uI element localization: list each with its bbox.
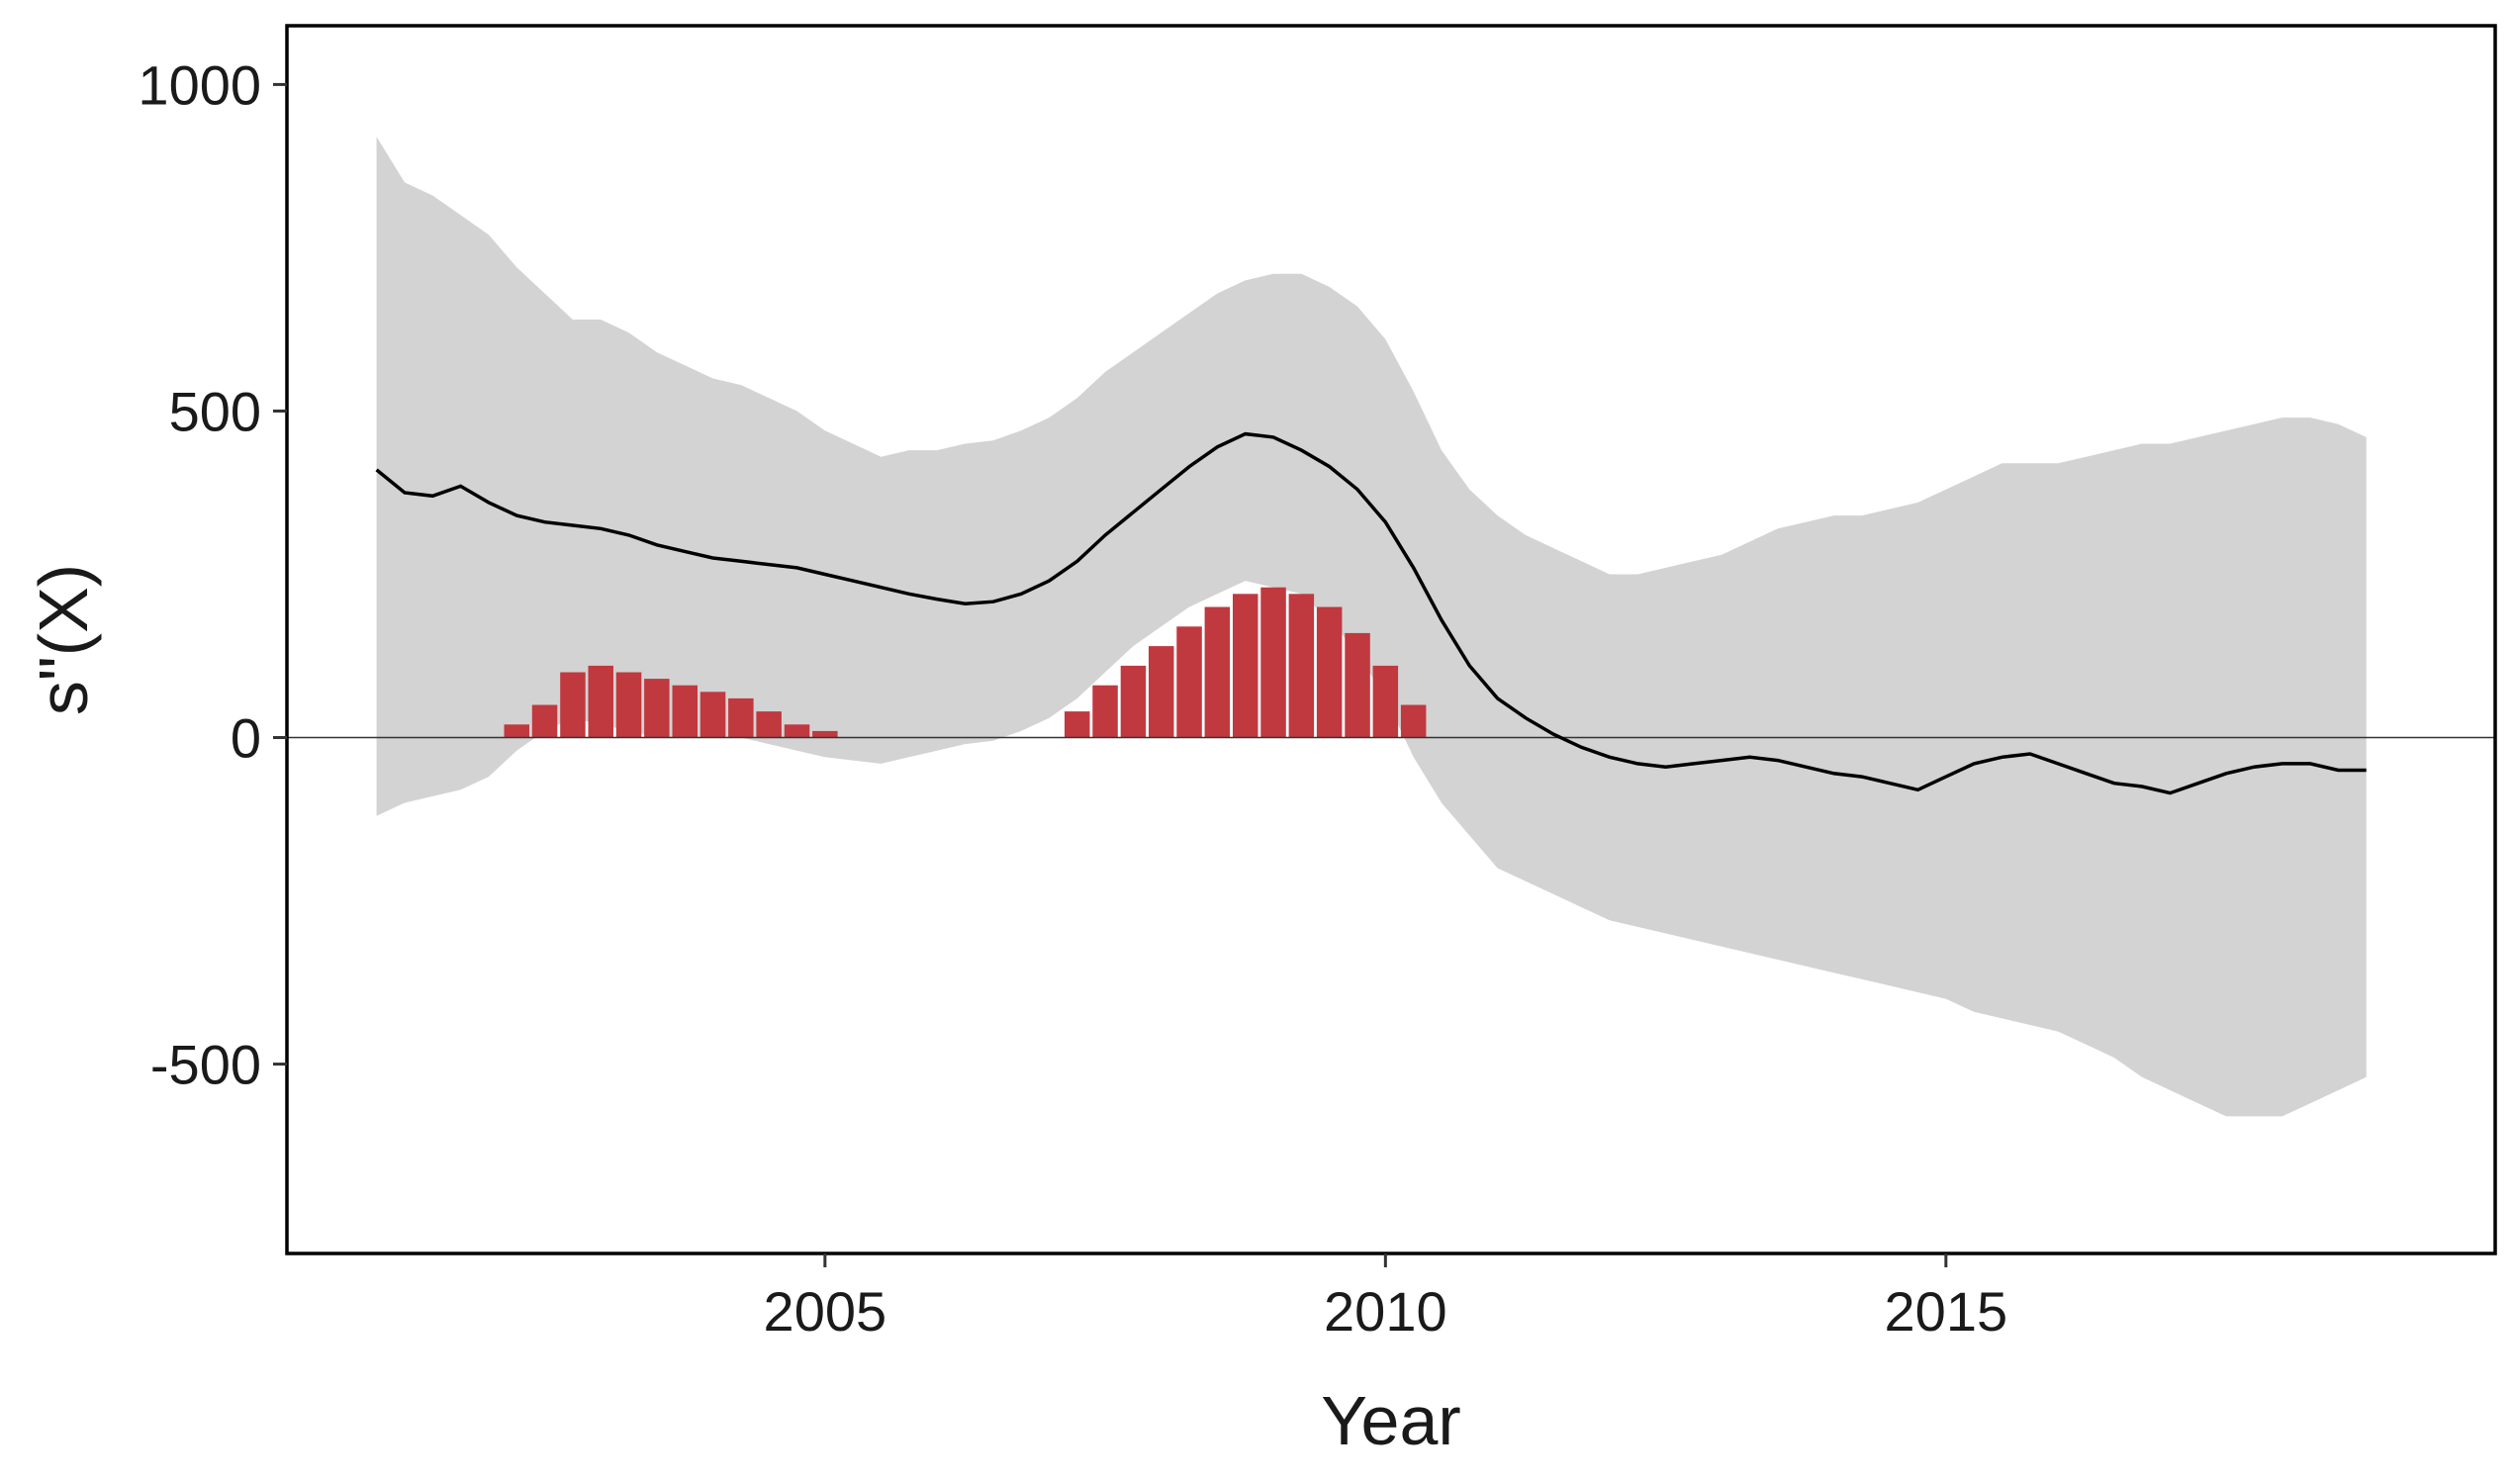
y-tick-label: -500	[150, 1034, 261, 1096]
plot-frame	[285, 24, 2497, 1255]
significance-bars	[504, 587, 1427, 738]
significance-bar	[812, 730, 838, 738]
significance-bar	[756, 711, 782, 738]
plot-area	[287, 137, 2495, 1117]
significance-bar	[699, 692, 726, 738]
y-axis-title: s"(X)	[25, 564, 102, 715]
significance-bar	[1092, 685, 1118, 738]
significance-bar	[644, 679, 670, 738]
y-axis: -500 0 500 1000	[138, 53, 287, 1096]
significance-bar	[1288, 594, 1315, 738]
significance-bar	[531, 704, 558, 738]
significance-bar	[1065, 711, 1090, 738]
significance-bar	[1345, 632, 1370, 738]
y-tick-label: 0	[231, 707, 261, 770]
significance-bar	[1176, 626, 1202, 738]
confidence-band	[376, 137, 2367, 1117]
x-tick-label: 2005	[764, 1280, 887, 1343]
significance-bar	[728, 697, 754, 738]
significance-bar	[1260, 587, 1286, 738]
significance-bar	[615, 672, 642, 738]
significance-bar	[504, 724, 529, 738]
x-tick-label: 2015	[1885, 1280, 2008, 1343]
significance-bar	[1149, 646, 1174, 738]
significance-bar	[588, 665, 613, 738]
significance-bar	[1204, 606, 1231, 738]
significance-bar	[1372, 665, 1399, 738]
significance-bar	[1120, 665, 1147, 738]
significance-bar	[560, 672, 586, 738]
y-tick-label: 1000	[138, 53, 261, 116]
significance-bar	[784, 724, 810, 738]
x-tick-label: 2010	[1324, 1280, 1447, 1343]
estimate-line	[375, 431, 2367, 795]
significance-bar	[672, 685, 698, 738]
y-tick-label: 500	[169, 380, 261, 442]
x-axis: 2005 2010 2015	[764, 1253, 2008, 1343]
significance-bar	[1400, 704, 1427, 738]
significance-bar	[1316, 606, 1343, 738]
x-axis-title: Year	[1321, 1382, 1460, 1459]
significance-bar	[1233, 594, 1258, 738]
